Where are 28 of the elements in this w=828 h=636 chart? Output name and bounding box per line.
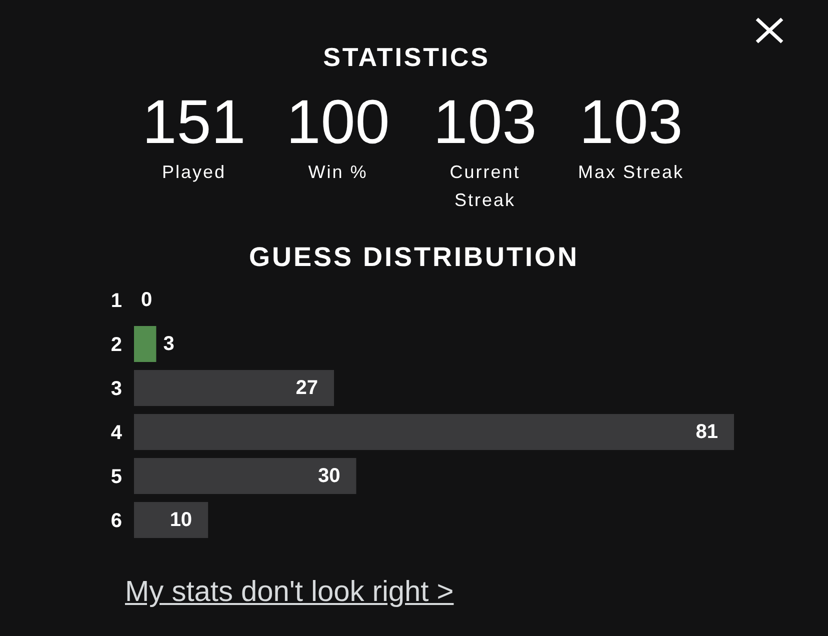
text: Max Streak bbox=[576, 161, 686, 184]
data-label: 81 bbox=[696, 421, 718, 443]
bar bbox=[134, 414, 734, 450]
bar bbox=[134, 370, 334, 406]
y-tick-label: 3 bbox=[110, 378, 122, 400]
text: 100 bbox=[285, 88, 391, 157]
text: My stats don't look right > bbox=[125, 576, 454, 608]
text: 151 bbox=[141, 88, 247, 157]
data-label: 10 bbox=[170, 509, 192, 531]
bar bbox=[134, 326, 156, 362]
bar bbox=[134, 458, 356, 494]
data-label: 27 bbox=[296, 377, 318, 399]
text: 103 bbox=[432, 88, 538, 157]
text: STATISTICS bbox=[322, 42, 491, 72]
y-tick-label: 5 bbox=[110, 466, 122, 488]
text: Played bbox=[160, 161, 228, 184]
text: Win % bbox=[307, 161, 369, 184]
data-label: 0 bbox=[141, 289, 152, 311]
text: 103 bbox=[578, 88, 684, 157]
bar bbox=[134, 502, 208, 538]
y-tick-label: 2 bbox=[110, 334, 122, 356]
data-label: 30 bbox=[318, 465, 340, 487]
y-tick-label: 1 bbox=[110, 290, 122, 312]
y-tick-label: 6 bbox=[110, 510, 122, 532]
data-label: 3 bbox=[163, 333, 174, 355]
text: Current Streak bbox=[448, 161, 522, 212]
chart-title: GUESS DISTRIBUTION bbox=[248, 242, 580, 272]
y-tick-label: 4 bbox=[110, 422, 123, 444]
